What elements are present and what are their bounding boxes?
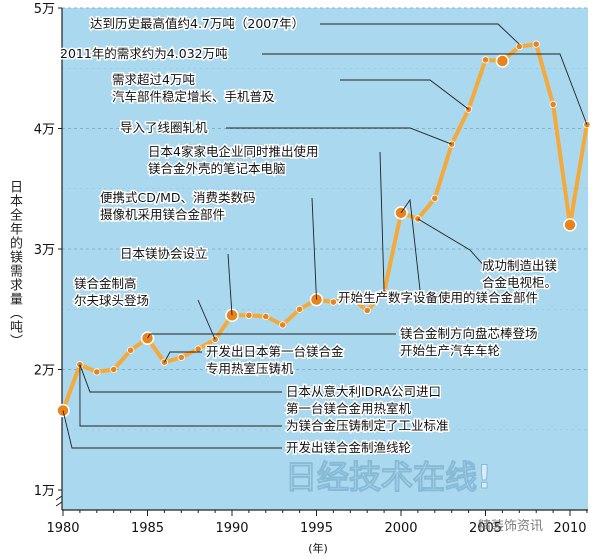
annotation-leader — [197, 299, 216, 340]
data-point — [295, 305, 304, 313]
data-point — [363, 306, 371, 315]
annotation-leader — [79, 364, 282, 427]
data-point — [414, 215, 422, 223]
annotation-label: 开发出日本第一台镁合金 — [206, 344, 344, 359]
y-tick-label: 4万 — [34, 123, 55, 138]
data-point — [532, 40, 540, 48]
annotation-label: 镁合金制方向盘芯棒登场 — [400, 326, 538, 341]
data-point — [262, 312, 270, 321]
x-axis-title: (年) — [308, 541, 328, 555]
annotation-label: 为镁合金压铸制定了工业标准 — [286, 418, 449, 433]
annotation-label: 便携式CD/MD、消费类数码 — [100, 190, 255, 205]
annotation-leader — [262, 53, 588, 125]
annotation-label: 镁合金外壳的笔记本电脑 — [148, 161, 286, 176]
x-tick-label: 1980 — [46, 521, 79, 536]
annotation-label: 导入了线圈轧机 — [120, 120, 208, 135]
annotation-label: 尔夫球头登场 — [74, 293, 149, 308]
annotation-label: 专用热室压铸机 — [206, 361, 294, 376]
data-point — [194, 345, 202, 353]
annotation-leader — [417, 218, 487, 269]
watermark-text-2: 精装饰资讯 — [478, 519, 543, 534]
annotation-label: 日本4家家电企业同时推出使用 — [148, 144, 318, 159]
data-point — [495, 54, 510, 68]
data-point — [110, 365, 118, 374]
annotation-label: 成功制造出镁 — [482, 258, 558, 273]
data-point — [329, 298, 337, 306]
x-tick-label: 1995 — [300, 521, 333, 536]
x-tick-label: 2005 — [469, 521, 502, 536]
data-point — [431, 194, 439, 202]
annotation-leader — [311, 197, 317, 300]
data-point — [177, 353, 185, 362]
annotation-leader — [226, 127, 452, 145]
annotation-label: 日本镁协会设立 — [120, 246, 208, 261]
annotation-label: 第一台镁合金用热室机 — [286, 401, 412, 416]
data-point — [127, 346, 135, 354]
data-point — [563, 218, 577, 232]
data-point — [549, 100, 557, 109]
annotation-leader — [400, 198, 421, 291]
annotation-label: 日本从意大利IDRA公司进口 — [286, 384, 441, 399]
x-tick-label: 1990 — [215, 521, 248, 536]
axis-break-mark — [55, 495, 63, 507]
y-axis-title: 日本全年的镁需求量（吨） — [7, 180, 22, 348]
annotation-leader — [164, 351, 202, 363]
x-tick-label: 2010 — [553, 521, 586, 536]
annotation-leader — [62, 410, 282, 449]
data-point — [346, 293, 354, 301]
y-tick-label: 3万 — [34, 243, 55, 258]
x-tick-label: 1985 — [131, 521, 164, 536]
annotation-label: 开始生产数字设备使用的镁合金部件 — [338, 290, 538, 305]
annotation-label: 达到历史最高值约4.7万吨（2007年） — [90, 16, 304, 31]
annotation-leader — [227, 253, 233, 316]
annotation-leader — [340, 79, 469, 110]
data-point — [481, 56, 490, 64]
x-tick-label: 2000 — [384, 521, 417, 536]
data-point — [515, 42, 523, 51]
annotation-label: 汽车部件稳定增长、手机普及 — [112, 89, 275, 104]
annotation-label: 合金电视柜。 — [482, 275, 557, 290]
y-tick-label: 5万 — [34, 2, 55, 17]
annotation-label: 开发出镁合金制渔线轮 — [286, 440, 411, 455]
watermark-text: 日经技术在线! — [285, 458, 492, 496]
annotation-label: 摄像机采用镁合金部件 — [100, 207, 225, 222]
annotation-leader — [379, 151, 385, 293]
data-point — [93, 368, 101, 376]
y-tick-label: 2万 — [34, 364, 55, 379]
data-point — [245, 311, 253, 319]
annotation-label: 镁合金制高 — [74, 276, 137, 291]
annotation-label: 2011年的需求约为4.032万吨 — [60, 46, 228, 61]
annotation-leader — [79, 364, 282, 393]
annotation-leader — [147, 333, 396, 339]
annotation-label: 开始生产汽车车轮 — [400, 343, 500, 358]
annotation-leader — [320, 23, 520, 45]
annotation-label: 需求超过4万吨 — [112, 72, 195, 87]
y-tick-label: 1万 — [34, 484, 55, 499]
data-point — [279, 321, 287, 329]
